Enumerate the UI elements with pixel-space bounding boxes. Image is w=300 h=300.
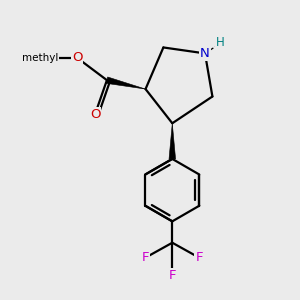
Text: N: N xyxy=(200,47,210,60)
Text: methyl: methyl xyxy=(22,53,58,63)
Text: F: F xyxy=(142,251,149,264)
Text: O: O xyxy=(72,51,83,64)
Polygon shape xyxy=(106,77,146,89)
Text: F: F xyxy=(169,269,176,282)
Text: O: O xyxy=(90,108,100,121)
Text: H: H xyxy=(216,36,225,49)
Polygon shape xyxy=(169,123,175,159)
Text: F: F xyxy=(195,251,203,264)
